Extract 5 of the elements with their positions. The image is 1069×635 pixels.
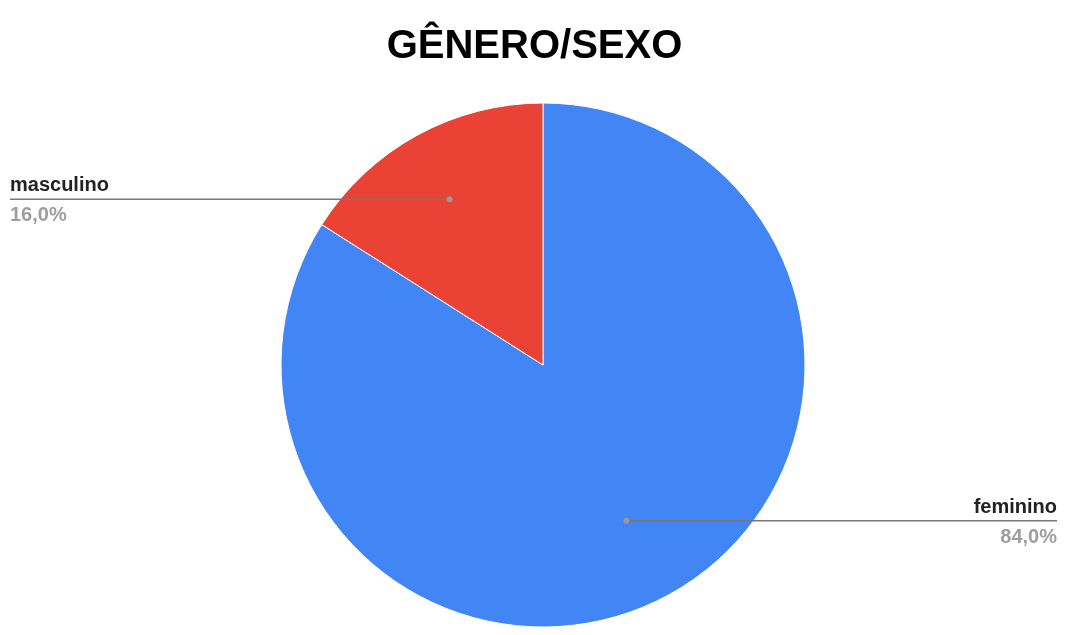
slice-label: feminino bbox=[973, 494, 1057, 517]
data-label: 84,0% bbox=[1000, 524, 1058, 547]
chart-title: GÊNERO/SEXO bbox=[386, 21, 683, 66]
slice-label: masculino bbox=[10, 173, 109, 196]
data-label: 16,0% bbox=[10, 203, 67, 226]
